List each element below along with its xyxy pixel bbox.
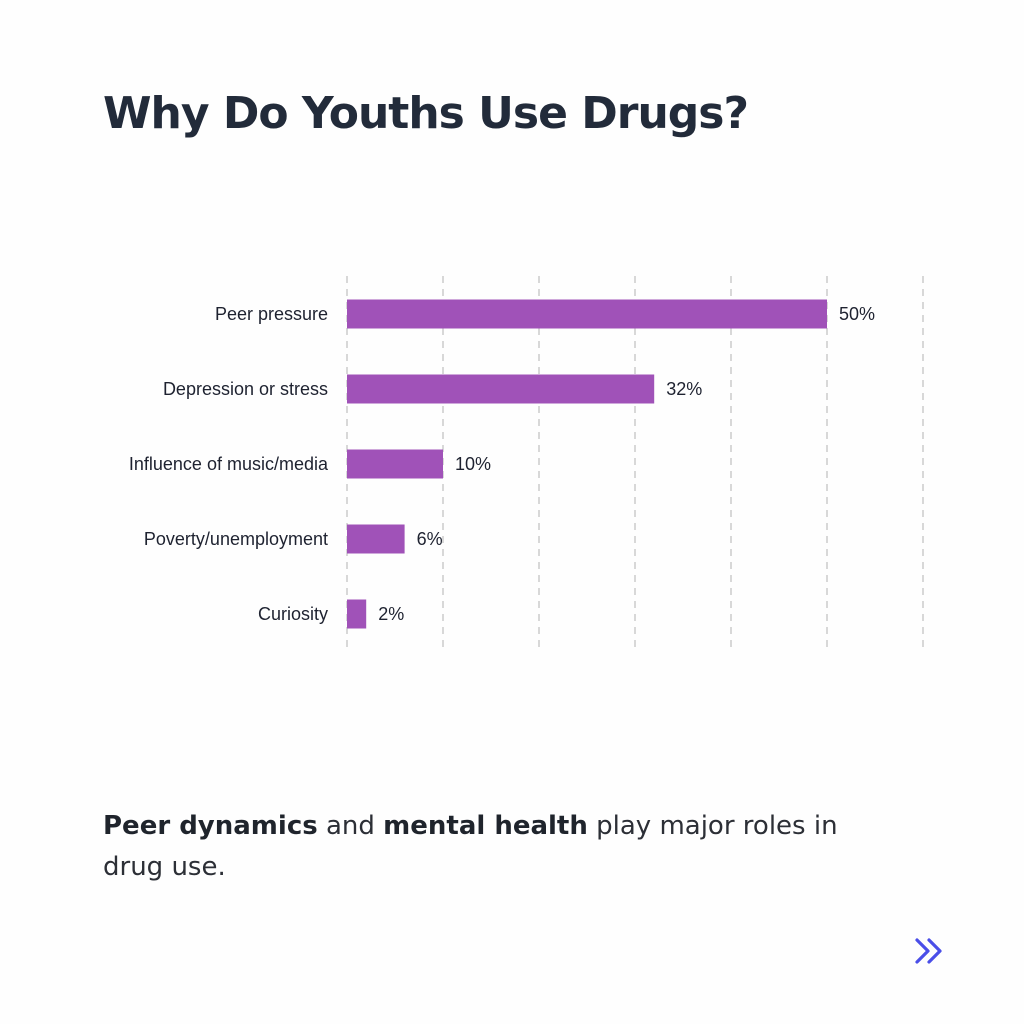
value-label: 2% [378,604,404,624]
bar-2 [347,449,443,479]
value-label: 10% [455,454,491,474]
value-label: 50% [839,304,875,324]
bar-1 [347,374,655,404]
caption-connector: and [317,811,384,841]
caption-bold-mental-health: mental health [383,811,588,841]
value-label: 32% [666,379,702,399]
value-label: 6% [417,529,443,549]
next-slide-button[interactable] [908,932,952,972]
category-label: Influence of music/media [129,454,329,474]
category-label: Depression or stress [163,379,328,399]
category-label: Peer pressure [215,304,328,324]
bar-3 [347,524,405,554]
caption-rest: play major roles in drug use. [103,811,838,882]
bar-0 [347,299,827,329]
double-chevron-right-icon [915,938,942,964]
category-label: Poverty/unemployment [144,529,328,549]
category-label: Curiosity [258,604,328,624]
page-title: Why Do Youths Use Drugs? [103,88,749,139]
bar-4 [347,599,367,629]
caption-text: Peer dynamics and mental health play maj… [103,806,903,888]
caption-bold-peer-dynamics: Peer dynamics [103,811,318,841]
